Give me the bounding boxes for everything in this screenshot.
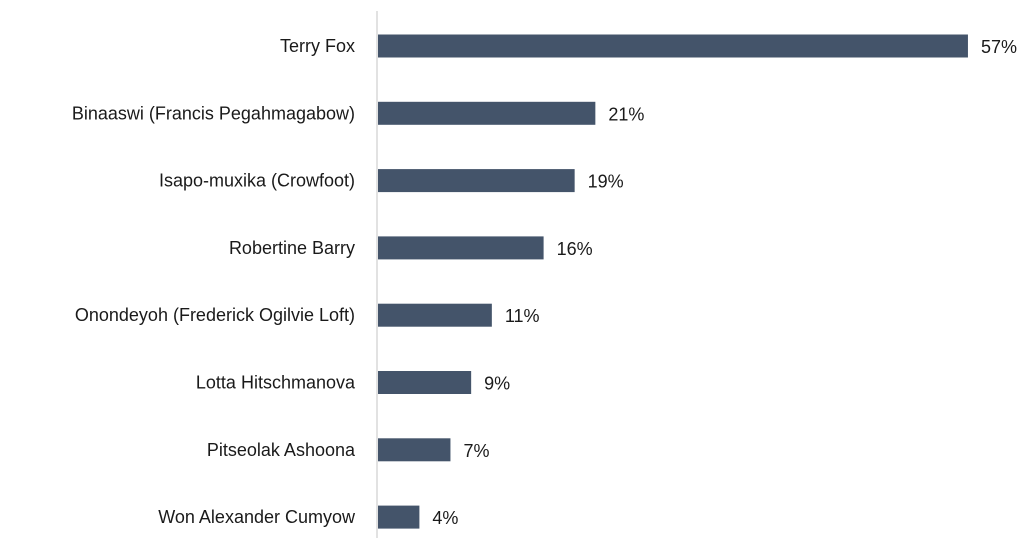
value-label: 4% (432, 508, 458, 528)
bar (378, 438, 451, 462)
value-label: 19% (588, 172, 624, 192)
bar (378, 303, 492, 327)
category-label: Isapo-muxika (Crowfoot) (159, 171, 355, 191)
value-label: 21% (608, 104, 644, 124)
value-label: 16% (557, 239, 593, 259)
category-label: Won Alexander Cumyow (158, 507, 356, 527)
value-label: 57% (981, 37, 1017, 57)
category-label: Pitseolak Ashoona (207, 440, 356, 460)
category-label: Robertine Barry (229, 238, 355, 258)
category-label: Lotta Hitschmanova (196, 373, 356, 393)
value-label: 11% (505, 306, 540, 326)
bar (378, 236, 544, 260)
bar (378, 169, 575, 193)
category-label: Terry Fox (280, 36, 355, 56)
bar (378, 101, 596, 125)
category-label: Onondeyoh (Frederick Ogilvie Loft) (75, 305, 355, 325)
category-label: Binaaswi (Francis Pegahmagabow) (72, 103, 355, 123)
value-label: 7% (463, 441, 489, 461)
bar (378, 34, 968, 58)
bar (378, 505, 420, 529)
value-label: 9% (484, 374, 510, 394)
bars-layer: Terry Fox 57% Binaaswi (Francis Pegahmagab… (72, 34, 1017, 529)
bar (378, 371, 472, 394)
